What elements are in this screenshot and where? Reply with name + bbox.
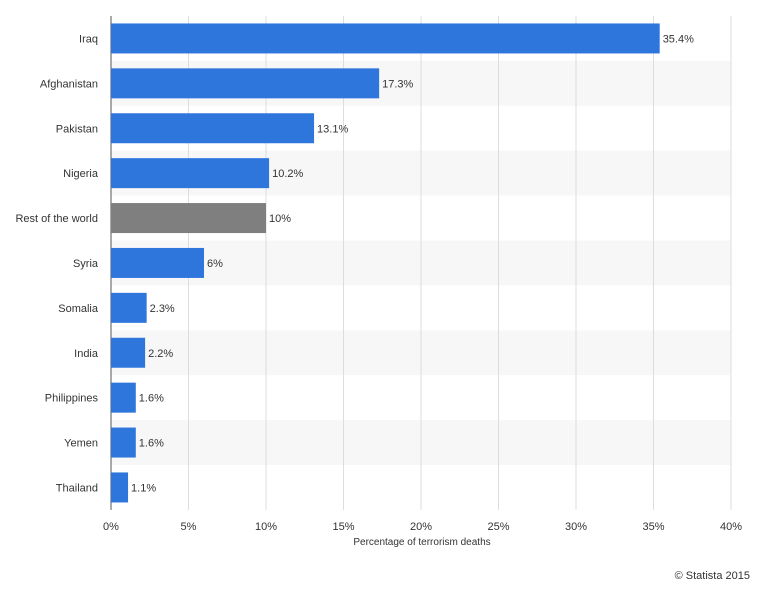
bar-philippines[interactable] <box>111 382 136 413</box>
category-label: Rest of the world <box>15 213 98 225</box>
data-label: 35.4% <box>663 33 694 45</box>
bar-yemen[interactable] <box>111 427 136 458</box>
category-label: Somalia <box>58 303 99 315</box>
x-axis-ticks: 0% 5% 10% 15% 20% 25% 30% 35% 40% <box>103 521 742 533</box>
category-label: India <box>74 348 99 360</box>
category-label: Iraq <box>79 33 98 45</box>
bar-thailand[interactable] <box>111 472 129 503</box>
data-label: 1.1% <box>131 482 156 494</box>
category-label: Nigeria <box>63 168 99 180</box>
data-labels: 35.4% 17.3% 13.1% 10.2% 10% 6% 2.3% 2.2% 1.6% 1.6… <box>131 33 694 494</box>
x-tick-label: 30% <box>565 521 587 533</box>
bar-rest-of-the-world[interactable] <box>111 203 266 234</box>
bar-nigeria[interactable] <box>111 158 270 189</box>
data-label: 17.3% <box>382 78 413 90</box>
category-labels: Iraq Afghanistan Pakistan Nigeria Rest of th… <box>15 33 98 494</box>
data-label: 1.6% <box>139 393 164 405</box>
credit-text: © Statista 2015 <box>675 570 750 582</box>
category-label: Philippines <box>45 393 99 405</box>
bar-somalia[interactable] <box>111 292 147 323</box>
x-tick-label: 25% <box>487 521 509 533</box>
x-tick-label: 20% <box>410 521 432 533</box>
x-tick-label: 35% <box>642 521 664 533</box>
data-label: 2.2% <box>148 348 173 360</box>
category-label: Syria <box>73 258 99 270</box>
bar-syria[interactable] <box>111 247 204 278</box>
x-tick-label: 10% <box>255 521 277 533</box>
bar-afghanistan[interactable] <box>111 68 380 99</box>
data-label: 10% <box>269 213 291 225</box>
bars-group <box>111 23 660 503</box>
x-axis-title: Percentage of terrorism deaths <box>353 537 490 548</box>
data-label: 1.6% <box>139 438 164 450</box>
x-tick-label: 5% <box>181 521 197 533</box>
x-tick-label: 40% <box>720 521 742 533</box>
data-label: 13.1% <box>317 123 348 135</box>
x-tick-label: 0% <box>103 521 119 533</box>
data-label: 6% <box>207 258 223 270</box>
category-label: Afghanistan <box>40 78 98 90</box>
data-label: 2.3% <box>150 303 175 315</box>
bar-pakistan[interactable] <box>111 113 315 144</box>
category-label: Yemen <box>64 438 98 450</box>
category-label: Thailand <box>56 482 98 494</box>
category-label: Pakistan <box>56 123 98 135</box>
bar-india[interactable] <box>111 337 146 368</box>
x-tick-label: 15% <box>332 521 354 533</box>
bar-iraq[interactable] <box>111 23 660 54</box>
data-label: 10.2% <box>272 168 303 180</box>
